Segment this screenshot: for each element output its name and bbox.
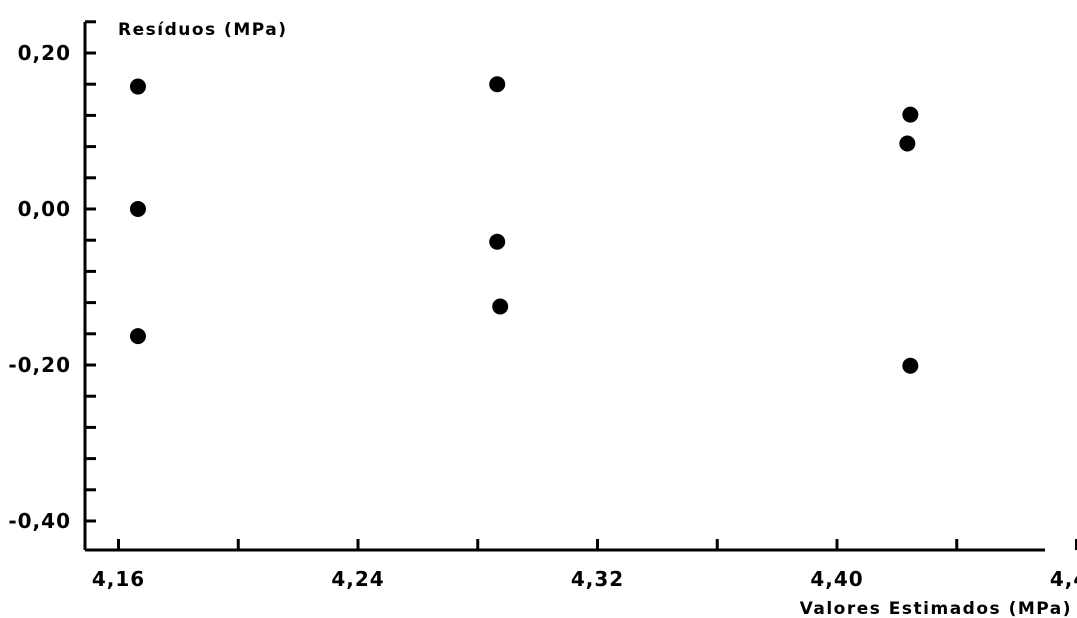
y-axis-label: Resíduos (MPa) — [118, 20, 287, 40]
data-point — [129, 201, 146, 217]
x-axis-label: Valores Estimados (MPa) — [800, 599, 1072, 618]
data-point — [489, 233, 506, 250]
x-tick-label: 4,32 — [571, 567, 624, 591]
y-tick-label: 0,20 — [18, 41, 71, 65]
y-axis: 0,20 0,00 -0,20 -0,40 — [8, 20, 96, 550]
data-point — [129, 328, 146, 345]
data-point — [899, 135, 916, 152]
x-tick-label: 4,16 — [92, 567, 145, 591]
data-point — [129, 78, 146, 95]
data-point — [902, 357, 919, 374]
x-tick-label: 4,24 — [331, 567, 384, 591]
y-tick-label: -0,40 — [8, 509, 71, 533]
y-tick-label: 0,00 — [18, 197, 71, 221]
data-point — [489, 76, 506, 93]
data-point — [492, 298, 509, 315]
y-tick-label: -0,20 — [8, 353, 71, 377]
data-points — [129, 76, 919, 374]
x-tick-label: 4,48 — [1050, 567, 1077, 591]
data-point — [902, 106, 919, 123]
x-ticks: 4,164,244,324,404,484,56 — [92, 539, 1077, 591]
y-ticks: 0,20 0,00 -0,20 -0,40 — [8, 20, 96, 533]
x-tick-label: 4,40 — [810, 567, 863, 591]
x-axis: 4,164,244,324,404,484,56 — [85, 539, 1077, 591]
